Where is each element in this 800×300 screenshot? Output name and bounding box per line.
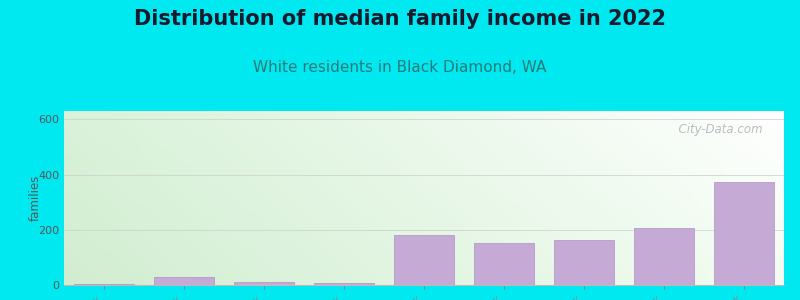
Bar <box>474 243 534 285</box>
Bar <box>554 240 614 285</box>
Bar <box>714 182 774 285</box>
Bar <box>234 282 294 285</box>
Bar <box>394 235 454 285</box>
Y-axis label: families: families <box>29 175 42 221</box>
Bar <box>314 283 374 285</box>
Text: Distribution of median family income in 2022: Distribution of median family income in … <box>134 9 666 29</box>
Text: White residents in Black Diamond, WA: White residents in Black Diamond, WA <box>254 60 546 75</box>
Bar <box>634 228 694 285</box>
Text: City-Data.com: City-Data.com <box>670 123 762 136</box>
Bar <box>154 277 214 285</box>
Bar <box>74 284 134 285</box>
